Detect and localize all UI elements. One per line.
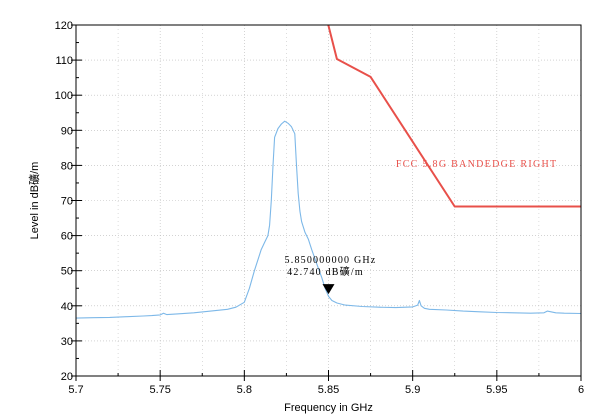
measurement-trace xyxy=(75,120,582,319)
tick-labels: 5.7 5.75 5.8 5.85 5.9 5.95 6 20 30 40 50 60 70 80 90 10… xyxy=(55,20,584,396)
y-tick-label: 110 xyxy=(55,55,73,67)
marker-level-label: 42.740 dB礦/m xyxy=(287,265,364,278)
y-tick-label: 20 xyxy=(61,371,73,383)
y-tick-label: 30 xyxy=(61,336,73,348)
x-tick-label: 5.75 xyxy=(149,384,170,396)
marker-frequency-label: 5.850000000 GHz xyxy=(285,255,377,266)
y-tick-label: 80 xyxy=(61,160,73,172)
y-tick-label: 40 xyxy=(61,301,73,313)
grid-lines xyxy=(76,25,581,376)
x-tick-label: 6 xyxy=(578,384,584,396)
marker-triangle-icon xyxy=(322,284,335,295)
y-tick-label: 50 xyxy=(61,266,73,278)
y-tick-label: 90 xyxy=(61,125,73,137)
x-axis-label: Frequency in GHz xyxy=(284,402,373,414)
x-tick-label: 5.85 xyxy=(318,384,339,396)
y-axis-label: Level in dB礦/m xyxy=(27,162,41,240)
limit-line xyxy=(327,24,581,208)
x-tick-label: 5.95 xyxy=(486,384,507,396)
series-layer xyxy=(75,24,582,319)
x-tick-label: 5.9 xyxy=(405,384,420,396)
y-tick-label: 60 xyxy=(61,231,73,243)
tick-marks xyxy=(71,24,582,381)
x-tick-label: 5.8 xyxy=(237,384,252,396)
plot-frame xyxy=(75,24,582,377)
annotations-layer: FCC 5.8G BANDEDGE RIGHT 5.850000000 GHz42… xyxy=(285,159,558,295)
y-tick-label: 70 xyxy=(61,196,73,208)
limit-line-label: FCC 5.8G BANDEDGE RIGHT xyxy=(396,159,558,170)
y-tick-label: 100 xyxy=(55,90,73,102)
y-tick-label: 120 xyxy=(55,20,73,32)
x-tick-label: 5.7 xyxy=(68,384,83,396)
